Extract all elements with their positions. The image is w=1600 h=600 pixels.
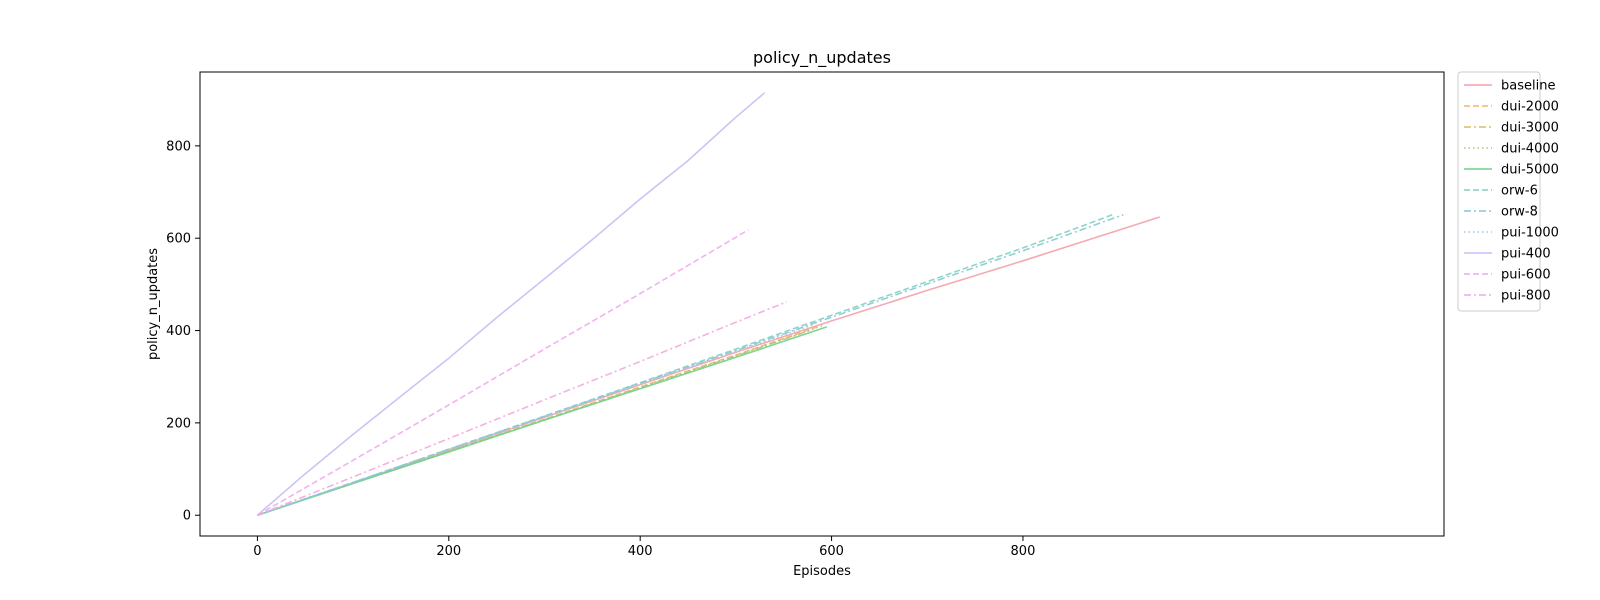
series-line-orw-6 — [257, 213, 1115, 516]
x-tick-label: 800 — [1011, 544, 1036, 559]
x-tick-label: 600 — [819, 544, 844, 559]
y-tick-label: 200 — [166, 416, 191, 431]
legend-label-dui-2000: dui-2000 — [1501, 100, 1559, 115]
plot-area-frame — [199, 71, 1445, 537]
y-tick-label: 400 — [166, 324, 191, 339]
x-tick-label: 200 — [436, 544, 461, 559]
legend-label-pui-400: pui-400 — [1501, 247, 1551, 262]
legend-label-dui-5000: dui-5000 — [1501, 163, 1559, 178]
legend-label-dui-3000: dui-3000 — [1501, 121, 1559, 136]
series-line-pui-800 — [257, 301, 787, 516]
y-tick-label: 0 — [183, 509, 191, 524]
x-axis-title: Episodes — [793, 564, 851, 579]
x-tick-label: 400 — [628, 544, 653, 559]
legend: baseline dui-2000 dui-3000 dui-4000 dui-5000… — [1457, 71, 1559, 312]
y-tick-label: 600 — [166, 232, 191, 247]
y-tick-label: 800 — [166, 139, 191, 154]
y-axis-title: policy_n_updates — [146, 248, 161, 360]
chart-title: policy_n_updates — [753, 48, 891, 68]
legend-label-orw-8: orw-8 — [1501, 205, 1538, 220]
legend-label-pui-600: pui-600 — [1501, 268, 1551, 283]
legend-label-orw-6: orw-6 — [1501, 184, 1538, 199]
legend-label-baseline: baseline — [1501, 79, 1555, 94]
legend-label-pui-1000: pui-1000 — [1501, 226, 1559, 241]
series-line-dui-5000 — [257, 326, 828, 516]
series-line-pui-600 — [257, 229, 749, 516]
legend-label-pui-800: pui-800 — [1501, 289, 1551, 304]
legend-box — [1457, 71, 1541, 312]
series-line-orw-8 — [257, 213, 1124, 516]
axes: 0 200 400 600 800 0 200 400 600 800 — [166, 139, 1035, 559]
series-layer — [256, 92, 1161, 516]
legend-label-dui-4000: dui-4000 — [1501, 142, 1559, 157]
series-line-pui-400 — [256, 92, 766, 516]
x-tick-label: 0 — [253, 544, 261, 559]
